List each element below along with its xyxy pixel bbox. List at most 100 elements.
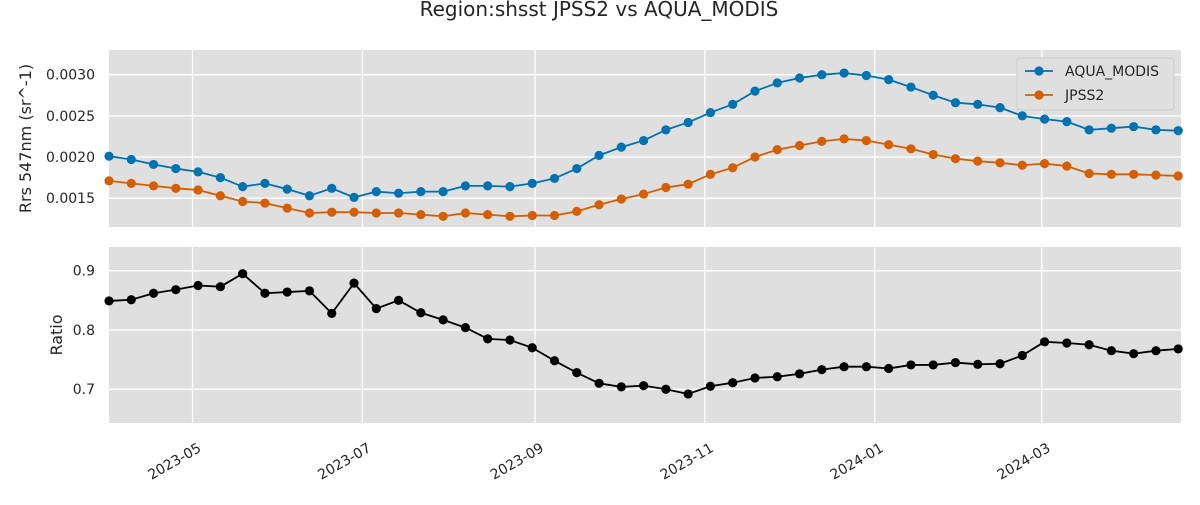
data-point — [861, 70, 871, 81]
data-point — [238, 182, 248, 192]
data-point — [973, 359, 983, 369]
data-point — [750, 373, 760, 383]
data-point — [171, 183, 181, 193]
data-point — [527, 210, 537, 221]
data-point — [884, 363, 894, 374]
data-point — [572, 368, 582, 378]
data-point — [260, 178, 270, 188]
data-point — [393, 188, 404, 198]
data-point — [1084, 125, 1094, 135]
data-point — [238, 269, 248, 279]
data-point — [527, 343, 537, 353]
data-point — [839, 362, 849, 372]
data-point — [973, 156, 983, 166]
data-point — [728, 163, 738, 173]
data-point — [171, 285, 181, 295]
data-point — [861, 135, 871, 146]
data-point — [995, 359, 1005, 369]
data-point — [505, 335, 515, 345]
data-point — [1084, 340, 1094, 350]
data-point — [928, 360, 938, 370]
data-point — [260, 288, 270, 298]
data-point — [906, 144, 916, 154]
data-point — [950, 154, 961, 164]
data-point — [1039, 337, 1050, 347]
data-point — [995, 103, 1005, 113]
data-point — [1017, 160, 1027, 170]
data-point — [148, 159, 159, 170]
data-point — [750, 86, 760, 96]
y-tick-label: 0.7 — [73, 382, 95, 398]
data-point — [104, 176, 114, 186]
data-point — [215, 173, 225, 183]
data-point — [193, 167, 203, 177]
data-point — [438, 211, 448, 221]
data-point — [1017, 111, 1027, 121]
data-point — [661, 125, 671, 135]
data-point — [683, 389, 693, 399]
data-point — [594, 378, 604, 388]
y-tick-label: 0.0020 — [46, 150, 95, 166]
data-point — [238, 196, 248, 207]
data-point — [460, 181, 471, 191]
data-point — [327, 308, 337, 318]
data-point — [772, 145, 782, 155]
y-axis-label: Ratio — [47, 314, 66, 355]
data-point — [728, 99, 738, 109]
data-point — [327, 207, 337, 217]
data-point — [705, 169, 716, 179]
data-point — [416, 210, 426, 220]
data-point — [438, 187, 448, 197]
plot-background — [109, 247, 1181, 423]
data-point — [1062, 161, 1072, 171]
data-point — [104, 151, 114, 161]
data-point — [1129, 121, 1139, 132]
y-tick-label: 0.0030 — [46, 68, 95, 84]
series-ratio — [104, 269, 1183, 399]
data-point — [260, 198, 270, 208]
data-point — [794, 369, 805, 379]
data-point — [193, 185, 203, 195]
data-point — [193, 280, 203, 291]
data-point — [839, 134, 849, 144]
data-point — [416, 187, 426, 197]
data-point — [817, 136, 827, 146]
rrs-panel: 0.0015 0.0020 0.0025 0.0030 Rrs 547nm (sr^-1… — [16, 50, 1183, 227]
y-tick-label: 0.8 — [73, 323, 95, 339]
data-point — [371, 187, 381, 197]
ratio-panel: 0.7 0.8 0.9 Ratio — [47, 247, 1183, 423]
data-point — [705, 381, 716, 391]
data-point — [1151, 125, 1161, 135]
chart-title: Region:shsst JPSS2 vs AQUA_MODIS — [420, 0, 779, 21]
legend-entry: AQUA_MODIS — [1025, 64, 1159, 80]
data-point — [549, 356, 560, 366]
data-point — [817, 70, 827, 80]
data-point — [1106, 169, 1116, 179]
data-point — [282, 203, 292, 213]
data-point — [349, 207, 359, 217]
data-point — [817, 365, 827, 375]
data-point — [616, 194, 626, 204]
data-point — [1129, 349, 1139, 359]
data-point — [1129, 169, 1139, 179]
data-point — [661, 384, 671, 394]
x-tick-label: 2023-09 — [488, 440, 547, 483]
x-tick-label: 2023-05 — [145, 440, 204, 483]
data-point — [616, 382, 626, 392]
x-tick-label: 2024-03 — [995, 440, 1054, 483]
data-point — [549, 173, 560, 184]
data-point — [215, 282, 225, 292]
data-point — [126, 178, 136, 188]
data-point — [171, 163, 181, 174]
data-point — [1017, 350, 1027, 361]
data-point — [950, 98, 961, 108]
data-point — [639, 189, 649, 199]
data-point — [1062, 117, 1072, 127]
data-point — [884, 75, 894, 85]
data-point — [282, 287, 292, 297]
data-point — [616, 142, 626, 152]
legend-marker — [1034, 90, 1044, 100]
data-point — [1106, 123, 1116, 133]
